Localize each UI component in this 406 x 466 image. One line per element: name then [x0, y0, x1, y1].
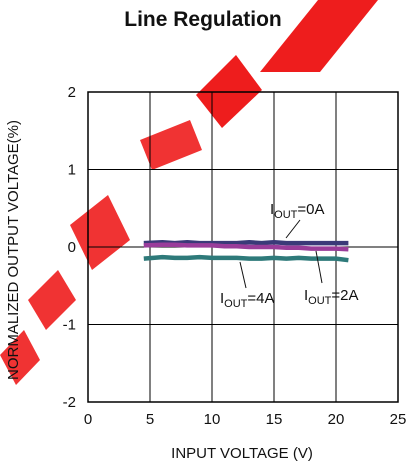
leader-iout-4a [239, 261, 247, 289]
x-tick-label: 0 [84, 411, 92, 428]
y-tick-label: -1 [63, 317, 76, 334]
x-axis-label: INPUT VOLTAGE (V) [171, 445, 313, 462]
label-iout-4a: IOUT=4A [220, 290, 275, 310]
watermark [0, 0, 378, 385]
x-tick-labels: 0 5 10 15 20 25 [84, 411, 406, 428]
x-tick-label: 25 [390, 411, 406, 428]
y-axis-label: NORMALIZED OUTPUT VOLTAGE(%) [5, 120, 22, 380]
series-line-2 [143, 254, 349, 263]
x-tick-label: 15 [266, 411, 283, 428]
leader-iout-2a [315, 250, 323, 284]
leader-iout-0a [285, 219, 301, 239]
label-iout-0a: IOUT=0A [270, 201, 325, 221]
y-tick-label: 1 [68, 162, 76, 179]
chart-title: Line Regulation [124, 8, 282, 31]
series-line-0 [143, 240, 349, 246]
x-tick-label: 5 [146, 411, 154, 428]
x-tick-label: 20 [328, 411, 345, 428]
y-tick-labels: -2 -1 0 1 2 [63, 84, 76, 411]
y-tick-label: -2 [63, 394, 76, 411]
series-line-1 [143, 242, 349, 252]
label-iout-2a: IOUT=2A [304, 287, 359, 307]
series-lines [143, 240, 349, 263]
y-tick-label: 0 [68, 239, 76, 256]
series-annotations: IOUT=0A IOUT=2A IOUT=4A [220, 201, 359, 310]
y-tick-label: 2 [68, 84, 76, 101]
x-tick-label: 10 [204, 411, 221, 428]
